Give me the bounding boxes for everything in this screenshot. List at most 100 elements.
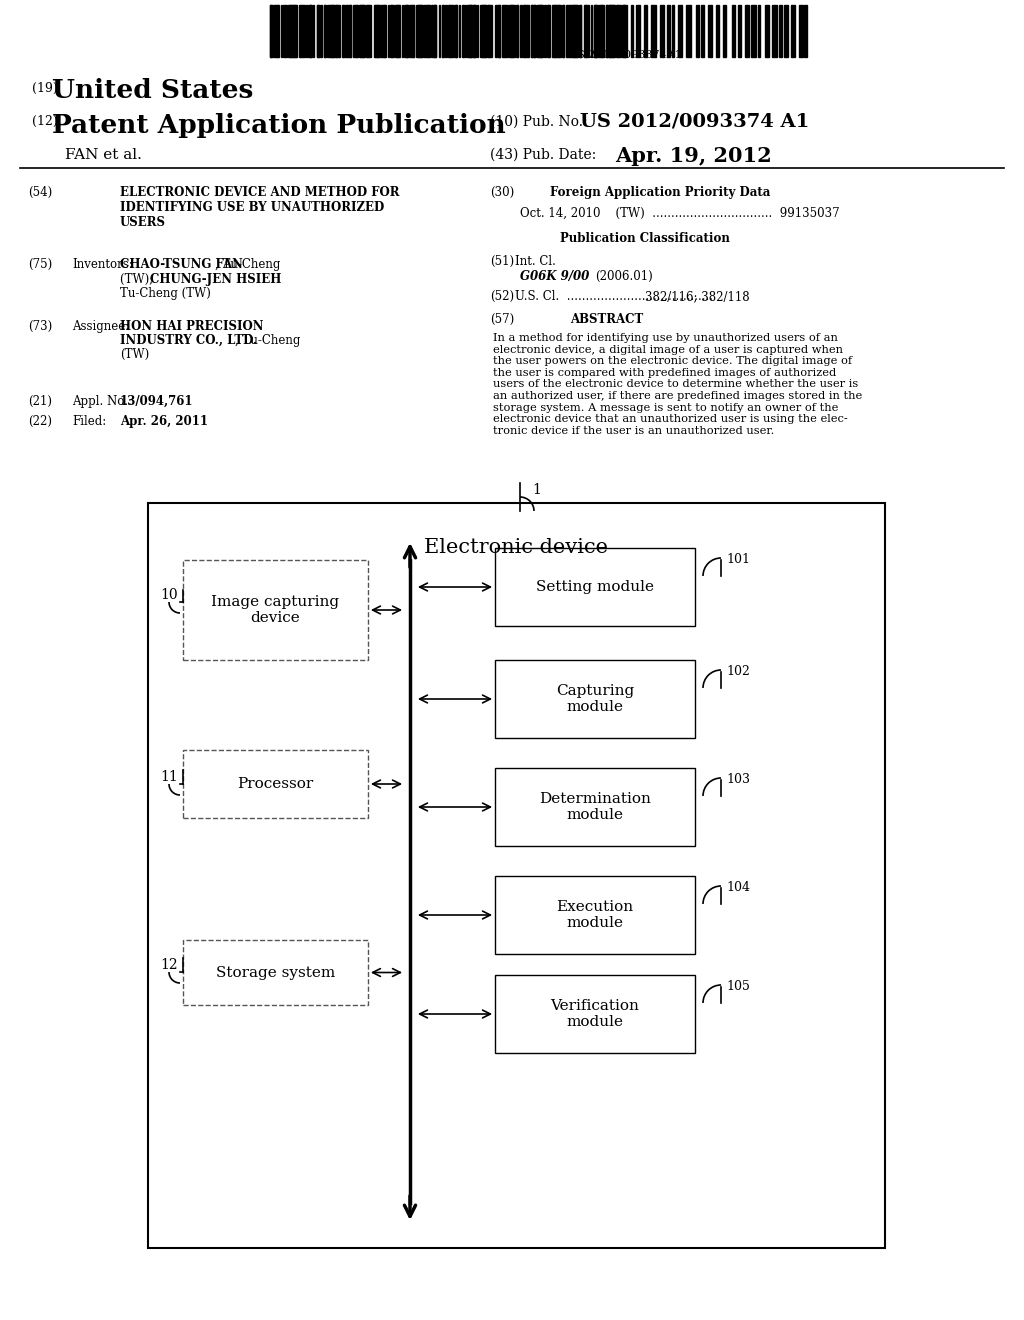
Bar bbox=[686, 5, 690, 57]
Bar bbox=[270, 5, 272, 57]
Bar bbox=[569, 5, 572, 57]
Text: (57): (57) bbox=[490, 313, 514, 326]
Bar bbox=[572, 5, 577, 57]
Bar bbox=[678, 5, 682, 57]
Bar bbox=[445, 5, 447, 57]
Text: (54): (54) bbox=[28, 186, 52, 199]
Bar bbox=[455, 5, 457, 57]
Text: 13/094,761: 13/094,761 bbox=[120, 395, 194, 408]
Bar bbox=[558, 5, 561, 57]
Text: (21): (21) bbox=[28, 395, 52, 408]
Bar bbox=[723, 5, 726, 57]
Bar bbox=[488, 5, 490, 57]
Text: 105: 105 bbox=[726, 979, 750, 993]
Text: Foreign Application Priority Data: Foreign Application Priority Data bbox=[550, 186, 770, 199]
Bar bbox=[434, 5, 436, 57]
Text: , Tu-Cheng: , Tu-Cheng bbox=[234, 334, 300, 347]
Bar bbox=[327, 5, 330, 57]
Text: (12): (12) bbox=[32, 115, 57, 128]
Bar bbox=[362, 5, 365, 57]
Bar bbox=[468, 5, 472, 57]
Bar bbox=[291, 5, 294, 57]
Bar bbox=[495, 548, 695, 626]
Bar bbox=[701, 5, 703, 57]
Text: Int. Cl.: Int. Cl. bbox=[515, 255, 556, 268]
Bar bbox=[716, 5, 719, 57]
Bar bbox=[668, 5, 671, 57]
Bar bbox=[300, 5, 302, 57]
Bar bbox=[390, 5, 392, 57]
Text: Apr. 19, 2012: Apr. 19, 2012 bbox=[615, 147, 772, 166]
Bar bbox=[606, 5, 610, 57]
Bar bbox=[273, 5, 276, 57]
Bar bbox=[334, 5, 337, 57]
Bar bbox=[403, 5, 408, 57]
Bar bbox=[616, 5, 620, 57]
Text: 101: 101 bbox=[726, 553, 750, 566]
Text: (30): (30) bbox=[490, 186, 514, 199]
Text: Capturing
module: Capturing module bbox=[556, 684, 634, 714]
Bar bbox=[431, 5, 433, 57]
Bar bbox=[540, 5, 543, 57]
Bar bbox=[289, 5, 292, 57]
Text: Publication Classification: Publication Classification bbox=[560, 232, 730, 246]
Bar bbox=[520, 5, 522, 57]
Bar bbox=[531, 5, 535, 57]
Bar bbox=[285, 5, 287, 57]
Bar bbox=[594, 5, 597, 57]
Bar bbox=[805, 5, 807, 57]
Bar bbox=[498, 5, 500, 57]
Bar bbox=[509, 5, 511, 57]
Bar bbox=[587, 5, 589, 57]
Text: Verification
module: Verification module bbox=[551, 999, 639, 1030]
Text: 1: 1 bbox=[532, 483, 541, 498]
Text: Processor: Processor bbox=[238, 777, 313, 791]
Text: Appl. No.:: Appl. No.: bbox=[72, 395, 132, 408]
Bar bbox=[316, 5, 318, 57]
Text: Patent Application Publication: Patent Application Publication bbox=[52, 114, 506, 139]
Bar bbox=[563, 5, 564, 57]
Bar bbox=[317, 5, 319, 57]
Bar bbox=[295, 5, 297, 57]
Text: Inventors:: Inventors: bbox=[72, 257, 133, 271]
Bar bbox=[469, 5, 472, 57]
Text: US 20120093374A1: US 20120093374A1 bbox=[568, 50, 682, 59]
Bar bbox=[416, 5, 419, 57]
Bar bbox=[325, 5, 327, 57]
Bar bbox=[409, 5, 411, 57]
Text: (73): (73) bbox=[28, 319, 52, 333]
Bar bbox=[783, 5, 788, 57]
Text: FAN et al.: FAN et al. bbox=[65, 148, 142, 162]
Bar bbox=[330, 5, 334, 57]
Text: 11: 11 bbox=[160, 770, 178, 784]
Text: Apr. 26, 2011: Apr. 26, 2011 bbox=[120, 414, 208, 428]
Bar bbox=[480, 5, 483, 57]
Bar bbox=[562, 5, 564, 57]
Bar bbox=[406, 5, 408, 57]
Bar bbox=[609, 5, 611, 57]
Bar bbox=[451, 5, 454, 57]
Bar bbox=[552, 5, 554, 57]
Bar bbox=[347, 5, 351, 57]
Text: 104: 104 bbox=[726, 880, 750, 894]
Bar bbox=[183, 940, 368, 1005]
Bar bbox=[534, 5, 536, 57]
Text: (75): (75) bbox=[28, 257, 52, 271]
Bar bbox=[375, 5, 379, 57]
Bar bbox=[631, 5, 633, 57]
Bar bbox=[594, 5, 597, 57]
Text: , Tu-Cheng: , Tu-Cheng bbox=[215, 257, 281, 271]
Bar bbox=[752, 5, 756, 57]
Bar bbox=[745, 5, 750, 57]
Bar bbox=[418, 5, 422, 57]
Text: Tu-Cheng (TW): Tu-Cheng (TW) bbox=[120, 286, 211, 300]
Bar bbox=[598, 5, 600, 57]
Text: 103: 103 bbox=[726, 774, 750, 785]
Bar bbox=[331, 5, 333, 57]
Text: (2006.01): (2006.01) bbox=[595, 271, 652, 282]
Bar bbox=[420, 5, 422, 57]
Bar bbox=[359, 5, 361, 57]
Bar bbox=[426, 5, 430, 57]
Bar bbox=[367, 5, 370, 57]
Bar bbox=[708, 5, 712, 57]
